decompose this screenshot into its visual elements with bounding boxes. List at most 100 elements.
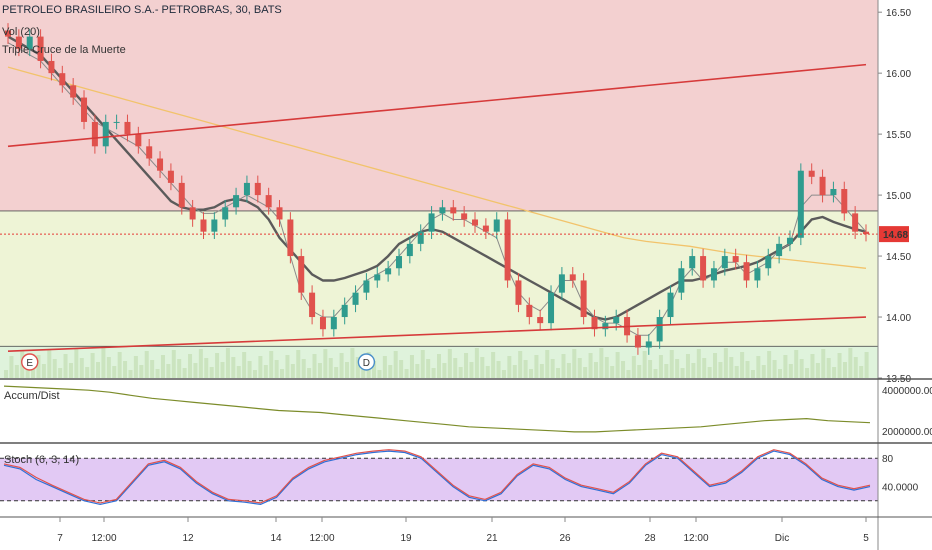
volume-bar <box>323 349 328 378</box>
zone-yellow <box>0 210 878 347</box>
volume-bar <box>734 366 739 378</box>
volume-bar <box>247 361 252 378</box>
volume-bar <box>745 361 750 378</box>
volume-bar <box>280 369 285 378</box>
x-tick-label: 12:00 <box>91 533 116 544</box>
candle <box>309 292 316 318</box>
volume-bar <box>4 370 8 378</box>
stoch-tick-label: 80 <box>882 454 894 465</box>
stoch-label: Stoch (6, 3, 14) <box>4 454 79 466</box>
candle <box>417 231 424 244</box>
volume-bar <box>150 360 155 378</box>
candle <box>59 73 66 86</box>
candle <box>91 121 98 147</box>
candle <box>146 146 153 159</box>
volume-bar <box>36 355 41 378</box>
volume-bar <box>599 348 604 378</box>
volume-bar <box>420 350 425 378</box>
volume-bar <box>307 368 312 378</box>
volume-bar <box>572 349 577 378</box>
volume-bar <box>399 360 404 378</box>
volume-bar <box>85 367 90 378</box>
volume-bar <box>204 358 209 378</box>
stochastic-pane[interactable] <box>0 449 878 506</box>
volume-bar <box>447 349 452 378</box>
volume-bar <box>193 363 198 378</box>
volume-bar <box>577 358 582 378</box>
volume-bar <box>756 356 761 378</box>
volume-bar <box>426 359 431 378</box>
volume-bar <box>312 354 317 378</box>
volume-bar <box>675 359 680 378</box>
volume-bar <box>783 355 788 378</box>
candle <box>26 36 33 49</box>
accum-tick-label: 2000000.0000 <box>882 427 932 438</box>
volume-bar <box>198 349 203 378</box>
volume-bar <box>350 348 355 378</box>
candle <box>689 256 696 269</box>
candle <box>5 30 11 37</box>
volume-bar <box>566 363 571 378</box>
candle <box>319 317 326 330</box>
volume-bar <box>664 364 669 378</box>
candle <box>330 317 337 330</box>
volume-bar <box>437 354 441 378</box>
volume-bar <box>826 358 831 378</box>
candle <box>700 256 707 281</box>
volume-bar <box>696 349 701 378</box>
volume-bar <box>377 370 382 378</box>
candle <box>634 335 641 348</box>
event-marker-d <box>357 353 376 371</box>
candle <box>493 219 500 232</box>
volume-bar <box>794 350 799 378</box>
volume-bar <box>101 348 106 378</box>
volume-bar <box>160 355 165 378</box>
volume-bar <box>382 356 387 378</box>
volume-bar <box>772 360 777 378</box>
volume-bar <box>642 351 647 378</box>
volume-bar <box>491 352 496 378</box>
x-tick-label: 12 <box>182 533 194 544</box>
volume-bar <box>79 358 84 378</box>
candle <box>558 274 565 293</box>
volume-bar <box>529 369 534 378</box>
candle <box>48 60 55 74</box>
candle <box>254 182 261 196</box>
candle <box>678 268 685 293</box>
accum-dist-pane[interactable] <box>3 385 871 433</box>
volume-bar <box>669 350 674 378</box>
volume-bar <box>853 357 858 378</box>
x-tick-label: Dic <box>775 533 789 544</box>
candle <box>776 243 783 257</box>
volume-bar <box>453 358 458 378</box>
candle <box>797 170 804 238</box>
x-tick-label: 26 <box>559 533 571 544</box>
candle <box>70 85 77 98</box>
candle <box>341 304 348 318</box>
volume-bar <box>653 369 658 378</box>
volume-bar <box>90 353 95 378</box>
volume-bar <box>859 366 864 378</box>
volume-bar <box>691 363 696 378</box>
volume-bar <box>209 367 214 378</box>
candle <box>189 207 196 220</box>
candle <box>211 219 218 232</box>
volume-bar <box>393 351 398 378</box>
volume-bar <box>750 370 755 378</box>
candle <box>602 323 609 330</box>
candle <box>374 274 381 281</box>
volume-bar <box>821 349 826 378</box>
candle <box>200 219 207 232</box>
volume-bar <box>848 348 853 378</box>
volume-bar <box>583 367 588 378</box>
candle <box>15 36 22 49</box>
volume-bar <box>556 368 561 378</box>
last-price-badge <box>879 226 909 243</box>
volume-bar <box>588 353 593 378</box>
volume-bar <box>799 359 804 378</box>
volume-bar <box>301 359 306 378</box>
volume-bar <box>388 365 393 378</box>
volume-bar <box>63 354 68 378</box>
